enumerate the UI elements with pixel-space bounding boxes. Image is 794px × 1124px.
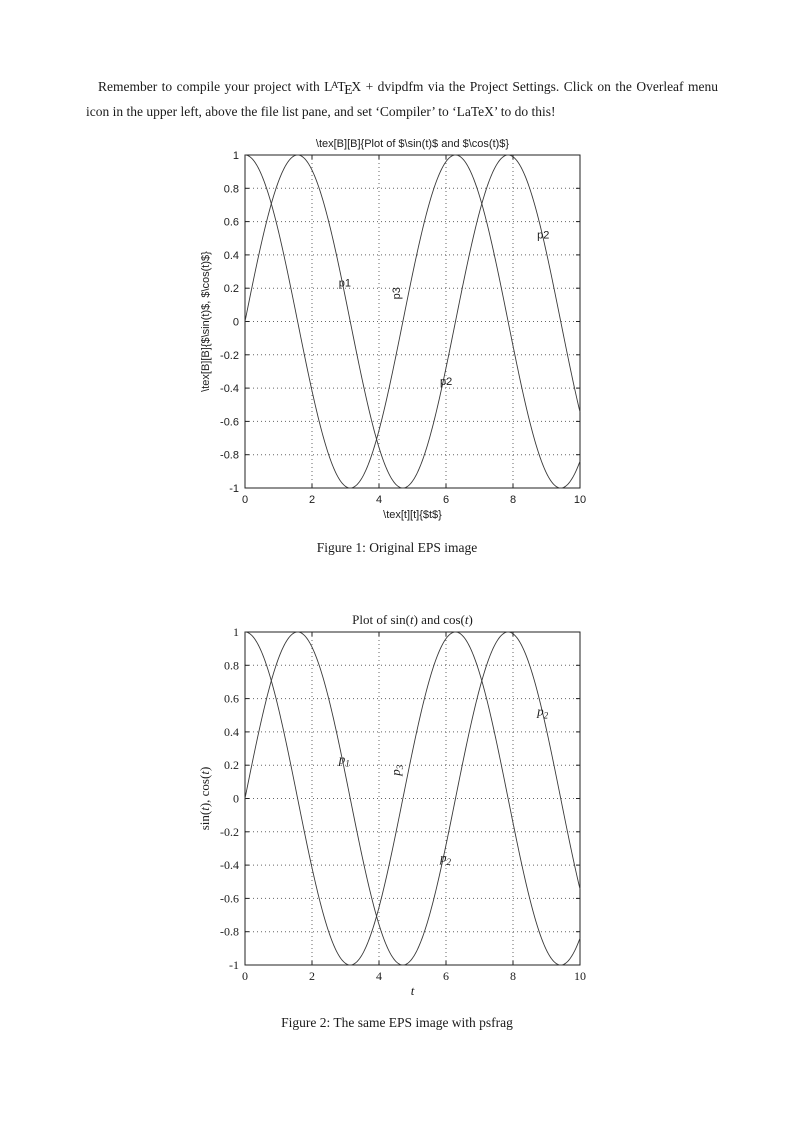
y-axis-label: \tex[B][B]{$\sin(t)$, $\cos(t)$} bbox=[200, 251, 212, 392]
y-tick-label: -0.8 bbox=[220, 450, 239, 462]
latex-logo: LATEX bbox=[324, 79, 362, 97]
curve-sint bbox=[244, 631, 581, 966]
y-tick-label: 0.6 bbox=[224, 692, 239, 706]
y-tick-label: 0.2 bbox=[224, 758, 239, 772]
y-tick-label: 0.8 bbox=[224, 183, 239, 195]
y-axis-label: sin(t), cos(t) bbox=[197, 767, 212, 831]
y-tick-label: 0.4 bbox=[224, 250, 239, 262]
y-tick-label: 1 bbox=[233, 150, 239, 162]
figure2-caption: Figure 2: The same EPS image with psfrag bbox=[281, 1015, 513, 1030]
y-tick-label: -0.2 bbox=[220, 350, 239, 362]
y-tick-label: 0.2 bbox=[224, 283, 239, 295]
y-tick-label: -0.6 bbox=[220, 416, 239, 428]
curve-annotation: p2 bbox=[440, 376, 452, 388]
x-tick-label: 0 bbox=[242, 969, 248, 983]
y-tick-label: 1 bbox=[233, 625, 239, 639]
curve-annotation: p1 bbox=[339, 278, 351, 290]
latex-logo-letter: L bbox=[324, 79, 333, 94]
y-tick-label: 0 bbox=[233, 792, 239, 806]
curve-cost bbox=[244, 154, 581, 489]
x-tick-label: 0 bbox=[242, 494, 248, 506]
x-tick-label: 6 bbox=[443, 494, 449, 506]
latex-logo-letter: A bbox=[331, 80, 339, 92]
y-tick-label: -0.4 bbox=[220, 383, 239, 395]
figure2-plot: 0 2 4 6 8 10 1 0.8 0.6 0.4 0.2 0 -0.2 -0.4 -0.6 -0.8 -1 P… bbox=[197, 612, 586, 998]
y-tick-label: 0.4 bbox=[224, 725, 239, 739]
latex-logo-letter: E bbox=[344, 81, 353, 97]
curve-sint bbox=[244, 154, 581, 489]
curve-annotation: p1 bbox=[338, 752, 350, 769]
x-tick-label: 4 bbox=[376, 969, 382, 983]
x-tick-label: 4 bbox=[376, 494, 382, 506]
figure1-plot: 0 2 4 6 8 10 1 0.8 0.6 0.4 0.2 0 -0.2 -0.4 -0.6 -0.8 -1 \… bbox=[200, 138, 586, 521]
y-tick-label: 0.8 bbox=[224, 658, 239, 672]
curve-annotation: p2 bbox=[536, 703, 549, 720]
y-tick-label: -0.4 bbox=[220, 858, 239, 872]
y-tick-label: -0.2 bbox=[220, 825, 239, 839]
y-tick-label: -1 bbox=[229, 483, 239, 495]
y-tick-label: 0.6 bbox=[224, 217, 239, 229]
figure1-caption: Figure 1: Original EPS image bbox=[316, 540, 478, 555]
y-tick-label: 0 bbox=[233, 317, 239, 329]
intro-text-part1: Remember to compile your project with bbox=[98, 79, 325, 94]
curve-cost bbox=[244, 631, 581, 966]
x-tick-label: 2 bbox=[309, 969, 315, 983]
curve-annotation: p2 bbox=[537, 229, 549, 241]
latex-logo-letter: T bbox=[337, 79, 346, 94]
x-axis-label: t bbox=[411, 983, 415, 998]
x-tick-label: 10 bbox=[574, 494, 586, 506]
x-tick-label: 6 bbox=[443, 969, 449, 983]
curve-annotation: p3 bbox=[391, 287, 403, 299]
chart-title: \tex[B][B]{Plot of $\sin(t)$ and $\cos(t… bbox=[316, 138, 510, 150]
y-tick-label: -1 bbox=[229, 958, 239, 972]
x-axis-label: \tex[t][t]{$t$} bbox=[383, 509, 442, 521]
x-tick-label: 8 bbox=[510, 494, 516, 506]
latex-logo-letter: X bbox=[351, 79, 362, 94]
curve-annotation: p2 bbox=[439, 850, 452, 867]
x-tick-label: 8 bbox=[510, 969, 516, 983]
chart-title: Plot of sin(t) and cos(t) bbox=[352, 612, 473, 627]
x-tick-label: 2 bbox=[309, 494, 315, 506]
intro-text-part2: + dvipdfm via the Project Settings. Clic… bbox=[86, 79, 718, 119]
intro-paragraph: Remember to compile your project with LA… bbox=[86, 76, 718, 122]
x-tick-label: 10 bbox=[574, 969, 586, 983]
y-tick-label: -0.8 bbox=[220, 925, 239, 939]
curve-annotation: p3 bbox=[388, 764, 405, 777]
y-tick-label: -0.6 bbox=[220, 891, 239, 905]
